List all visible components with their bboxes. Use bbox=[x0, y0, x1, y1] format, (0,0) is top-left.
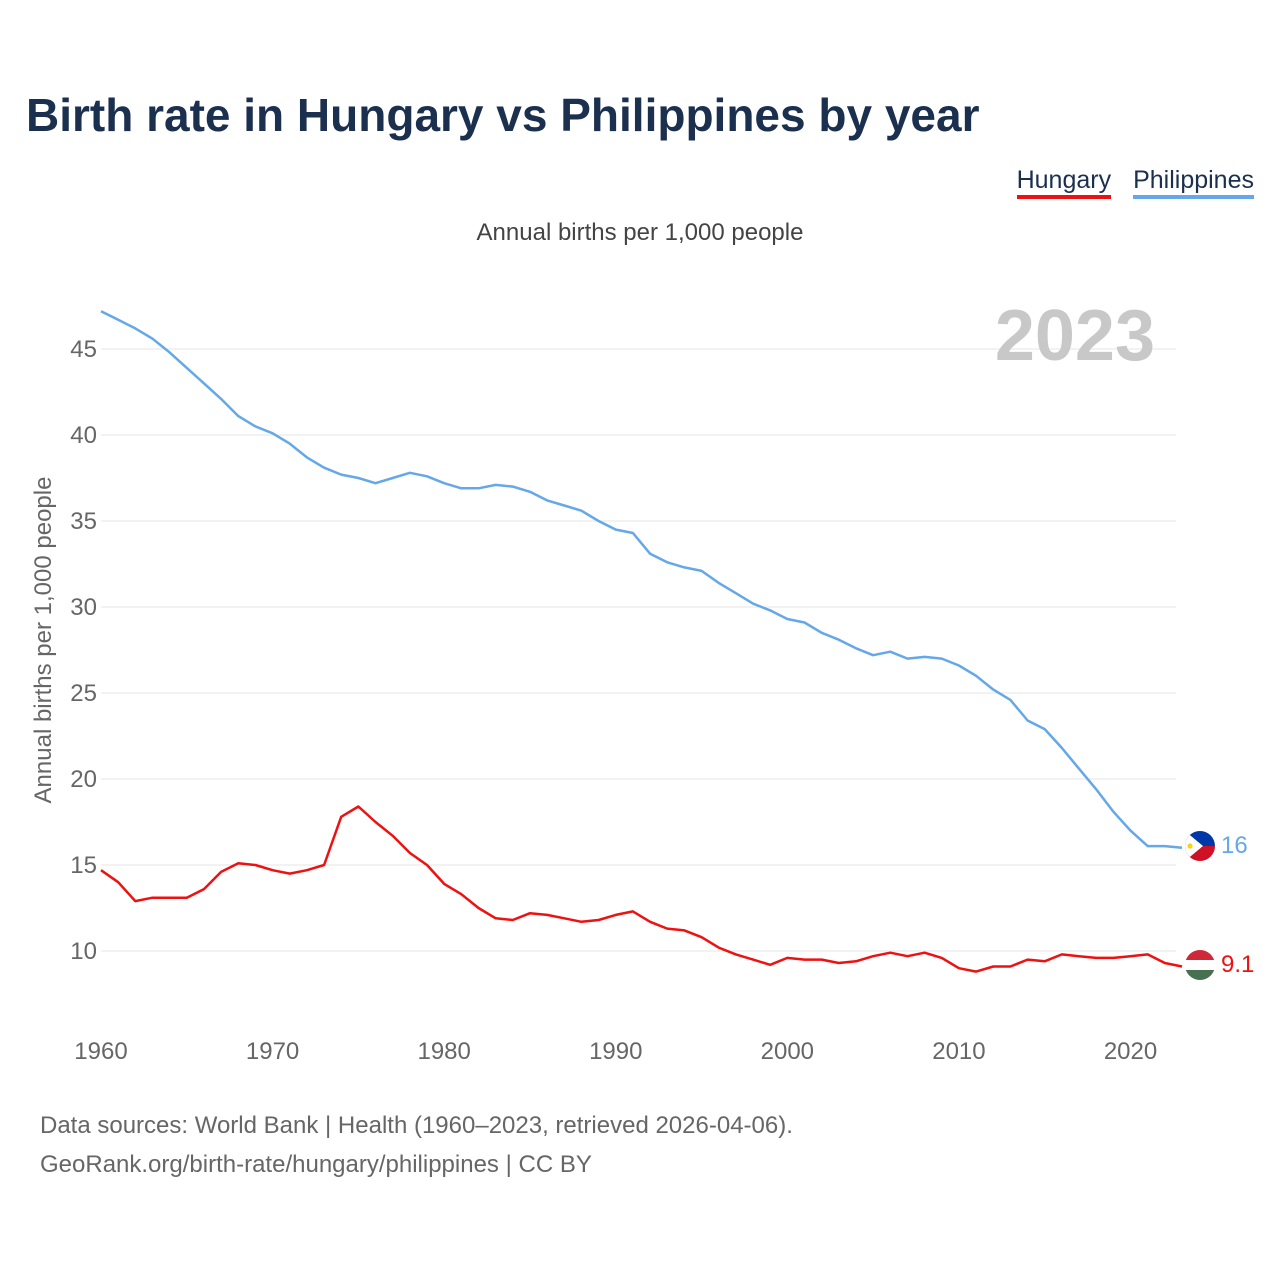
x-tick-label: 2010 bbox=[932, 1038, 985, 1065]
y-tick-label: 20 bbox=[70, 766, 97, 793]
data-sources: Data sources: World Bank | Health (1960–… bbox=[40, 1106, 793, 1184]
x-tick-label: 1990 bbox=[589, 1038, 642, 1065]
legend: Hungary Philippines bbox=[1016, 166, 1254, 199]
series-line-philippines bbox=[100, 310, 1183, 850]
legend-item-hungary[interactable]: Hungary bbox=[1016, 166, 1112, 199]
chart-subtitle: Annual births per 1,000 people bbox=[477, 219, 804, 246]
x-tick-label: 1980 bbox=[417, 1038, 470, 1065]
x-tick-label: 2000 bbox=[761, 1038, 814, 1065]
y-tick-label: 35 bbox=[70, 508, 97, 535]
year-watermark: 2023 bbox=[995, 296, 1155, 376]
legend-item-philippines[interactable]: Philippines bbox=[1133, 166, 1254, 199]
y-tick-label: 40 bbox=[70, 422, 97, 449]
x-tick-label: 1960 bbox=[74, 1038, 127, 1065]
y-tick-label: 45 bbox=[70, 336, 97, 363]
philippines-end-label: 16 bbox=[1221, 832, 1248, 859]
hungary-flag-icon bbox=[1185, 950, 1215, 980]
y-tick-label: 10 bbox=[70, 938, 97, 965]
philippines-flag-icon bbox=[1185, 831, 1215, 861]
page-title: Birth rate in Hungary vs Philippines by … bbox=[26, 89, 980, 141]
y-tick-label: 15 bbox=[70, 852, 97, 879]
sources-line-2: GeoRank.org/birth-rate/hungary/philippin… bbox=[40, 1151, 592, 1178]
hungary-end-label: 9.1 bbox=[1221, 951, 1254, 978]
x-tick-label: 2020 bbox=[1104, 1038, 1157, 1065]
y-axis-label: Annual births per 1,000 people bbox=[30, 477, 57, 804]
series-line-hungary bbox=[100, 805, 1183, 973]
sources-line-1: Data sources: World Bank | Health (1960–… bbox=[40, 1112, 793, 1139]
x-tick-label: 1970 bbox=[246, 1038, 299, 1065]
y-tick-label: 30 bbox=[70, 594, 97, 621]
y-tick-label: 25 bbox=[70, 680, 97, 707]
